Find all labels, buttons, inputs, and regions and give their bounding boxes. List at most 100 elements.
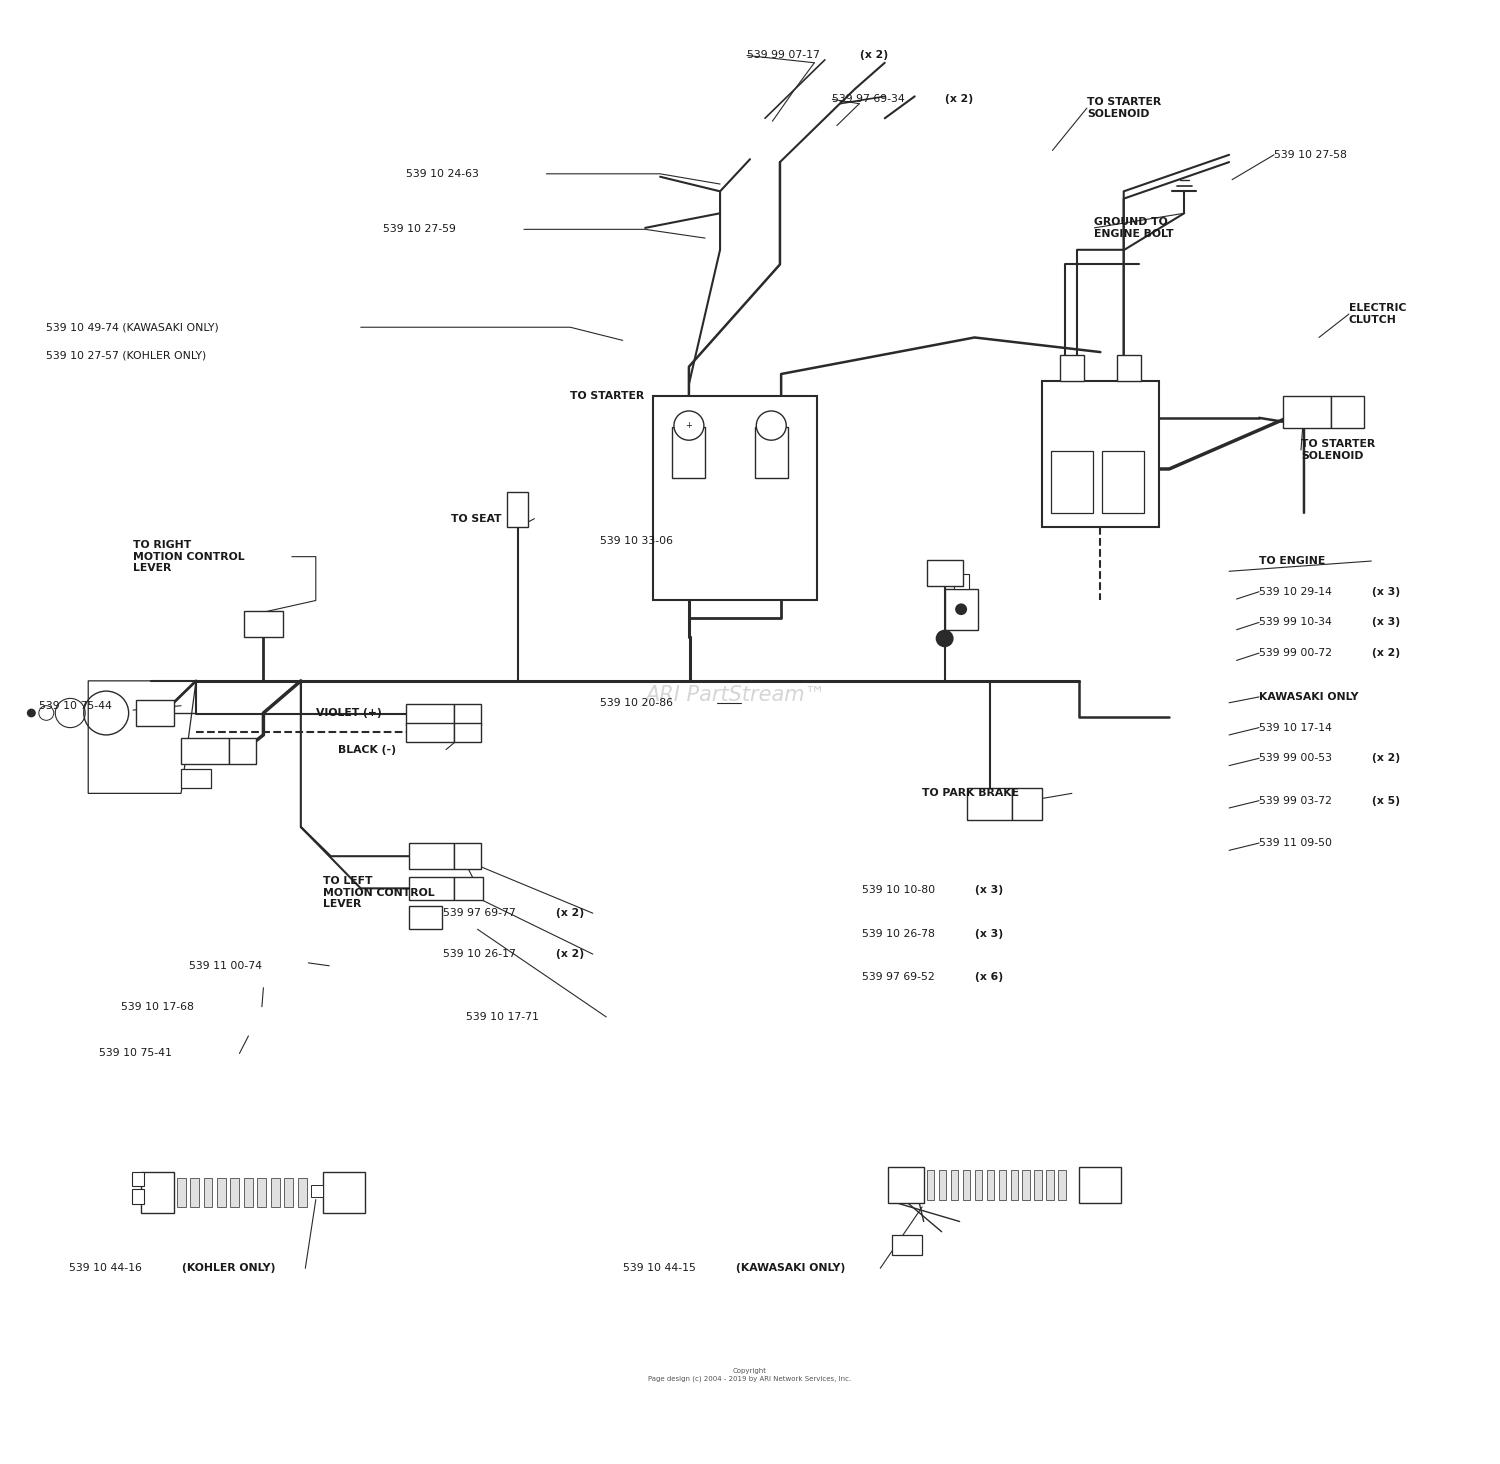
Text: (x 6): (x 6)	[975, 972, 1004, 982]
Bar	[1035, 1170, 1042, 1199]
Text: 539 10 10-80: 539 10 10-80	[862, 884, 939, 895]
Text: 539 97 69-34: 539 97 69-34	[833, 94, 909, 104]
Bar	[285, 1177, 294, 1206]
Text: 539 10 75-44: 539 10 75-44	[39, 701, 111, 710]
Text: (x 2): (x 2)	[556, 949, 584, 959]
Bar	[324, 1171, 364, 1212]
Text: 539 99 03-72: 539 99 03-72	[1258, 795, 1335, 805]
Circle shape	[27, 709, 36, 717]
Bar	[963, 1170, 970, 1199]
Bar	[230, 738, 256, 764]
Text: 539 11 09-50: 539 11 09-50	[1258, 837, 1332, 848]
Bar	[177, 1177, 186, 1206]
Text: 539 10 33-06: 539 10 33-06	[600, 536, 674, 546]
Bar	[132, 1189, 144, 1203]
Text: (x 3): (x 3)	[975, 928, 1004, 938]
Text: VIOLET (+): VIOLET (+)	[316, 709, 381, 717]
Bar	[217, 1177, 226, 1206]
Bar	[927, 559, 963, 586]
Text: TO SEAT: TO SEAT	[450, 514, 501, 524]
Text: 539 10 20-86: 539 10 20-86	[600, 698, 674, 707]
Bar	[1047, 1170, 1054, 1199]
Text: GROUND TO
ENGINE BOLT: GROUND TO ENGINE BOLT	[1095, 217, 1174, 239]
Bar	[754, 426, 788, 477]
Text: 539 10 44-15: 539 10 44-15	[622, 1263, 699, 1274]
Bar	[945, 589, 978, 630]
Bar	[999, 1170, 1006, 1199]
Text: 539 10 27-59: 539 10 27-59	[382, 224, 456, 234]
Bar	[408, 906, 441, 930]
Text: 539 99 10-34: 539 99 10-34	[1258, 618, 1335, 628]
Text: 539 10 44-16: 539 10 44-16	[69, 1263, 146, 1274]
Text: 539 97 69-77: 539 97 69-77	[442, 908, 519, 918]
Text: 539 99 07-17: 539 99 07-17	[747, 50, 824, 60]
Bar	[405, 723, 453, 742]
Bar	[954, 574, 969, 589]
Bar	[141, 1171, 174, 1212]
Text: 539 10 75-41: 539 10 75-41	[99, 1048, 171, 1058]
Bar	[258, 1177, 267, 1206]
Bar	[244, 610, 284, 637]
Text: 539 10 17-71: 539 10 17-71	[465, 1012, 538, 1022]
Text: ELECTRIC
CLUTCH: ELECTRIC CLUTCH	[1348, 303, 1407, 325]
Text: 539 10 17-68: 539 10 17-68	[122, 1001, 194, 1012]
Bar	[1282, 395, 1330, 427]
Bar	[231, 1177, 240, 1206]
Bar	[892, 1234, 922, 1255]
Bar	[1059, 1170, 1066, 1199]
Bar	[453, 704, 480, 725]
Circle shape	[756, 411, 786, 441]
Bar	[1052, 451, 1094, 512]
Bar	[1080, 1167, 1122, 1202]
Text: 539 10 49-74 (KAWASAKI ONLY): 539 10 49-74 (KAWASAKI ONLY)	[46, 322, 219, 332]
Text: 539 10 29-14: 539 10 29-14	[1258, 587, 1335, 597]
Text: ARI PartStream™: ARI PartStream™	[645, 685, 825, 706]
Text: KAWASAKI ONLY: KAWASAKI ONLY	[1258, 692, 1359, 701]
Bar	[507, 492, 528, 527]
Bar	[1102, 451, 1144, 512]
Bar	[408, 877, 453, 900]
Bar	[652, 395, 818, 600]
Bar	[182, 738, 230, 764]
Text: (x 3): (x 3)	[975, 884, 1004, 895]
Text: (x 3): (x 3)	[1372, 618, 1400, 628]
Text: 539 99 00-53: 539 99 00-53	[1258, 754, 1335, 763]
Bar	[298, 1177, 307, 1206]
Circle shape	[674, 411, 704, 441]
Bar	[672, 426, 705, 477]
Bar	[1042, 381, 1158, 527]
Text: 539 10 24-63: 539 10 24-63	[405, 168, 478, 179]
Text: 539 97 69-52: 539 97 69-52	[862, 972, 939, 982]
Text: BLACK (-): BLACK (-)	[339, 745, 396, 754]
Bar	[1330, 395, 1364, 427]
Text: (x 2): (x 2)	[1372, 754, 1400, 763]
Text: 539 10 27-57 (KOHLER ONLY): 539 10 27-57 (KOHLER ONLY)	[46, 350, 207, 360]
Text: TO STARTER
SOLENOID: TO STARTER SOLENOID	[1088, 97, 1161, 119]
Text: 539 11 00-74: 539 11 00-74	[189, 960, 261, 971]
Text: (x 5): (x 5)	[1372, 795, 1400, 805]
Bar	[244, 1177, 254, 1206]
Bar	[987, 1170, 994, 1199]
Text: 539 10 26-17: 539 10 26-17	[442, 949, 519, 959]
Bar	[132, 1171, 144, 1186]
Text: Copyright
Page design (c) 2004 - 2019 by ARI Network Services, Inc.: Copyright Page design (c) 2004 - 2019 by…	[648, 1369, 852, 1382]
Bar	[408, 843, 453, 870]
Text: 539 10 27-58: 539 10 27-58	[1274, 149, 1347, 160]
Bar	[1011, 1170, 1019, 1199]
Bar	[927, 1170, 934, 1199]
Bar	[453, 877, 483, 900]
Text: 539 99 00-72: 539 99 00-72	[1258, 649, 1335, 659]
Text: (KAWASAKI ONLY): (KAWASAKI ONLY)	[735, 1263, 844, 1274]
Bar	[888, 1167, 924, 1202]
Text: (x 2): (x 2)	[859, 50, 888, 60]
Text: (x 2): (x 2)	[556, 908, 584, 918]
Text: 539 10 26-78: 539 10 26-78	[862, 928, 939, 938]
Text: TO PARK BRAKE: TO PARK BRAKE	[922, 789, 1019, 798]
Bar	[975, 1170, 982, 1199]
Bar	[453, 843, 480, 870]
Bar	[1118, 354, 1142, 381]
Bar	[272, 1177, 280, 1206]
Text: TO STARTER
SOLENOID: TO STARTER SOLENOID	[1300, 439, 1376, 461]
Bar	[182, 769, 212, 788]
Text: TO STARTER: TO STARTER	[570, 391, 645, 401]
